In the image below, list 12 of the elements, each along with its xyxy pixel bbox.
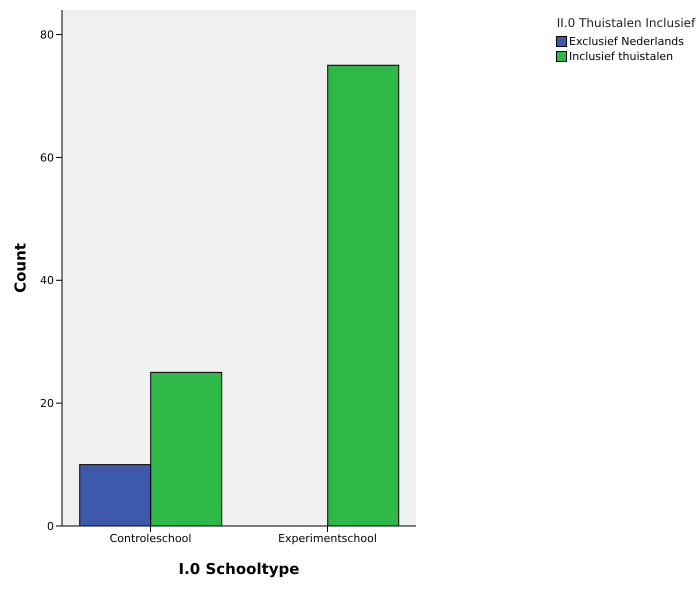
x-tick-label: Experimentschool	[278, 532, 377, 545]
x-tick-label: Controleschool	[110, 532, 192, 545]
x-axis-title: I.0 Schooltype	[178, 560, 300, 578]
y-tick-label: 40	[40, 274, 54, 288]
y-tick-label: 0	[47, 520, 54, 533]
legend-label: Inclusief thuistalen	[569, 50, 674, 63]
legend-label: Exclusief Nederlands	[569, 35, 684, 48]
legend-title: II.0 Thuistalen Inclusief	[556, 16, 696, 30]
y-axis-title: Count	[11, 243, 30, 293]
y-tick-label: 60	[40, 151, 54, 164]
y-tick-label: 20	[40, 397, 54, 410]
y-tick-label: 80	[40, 28, 54, 42]
